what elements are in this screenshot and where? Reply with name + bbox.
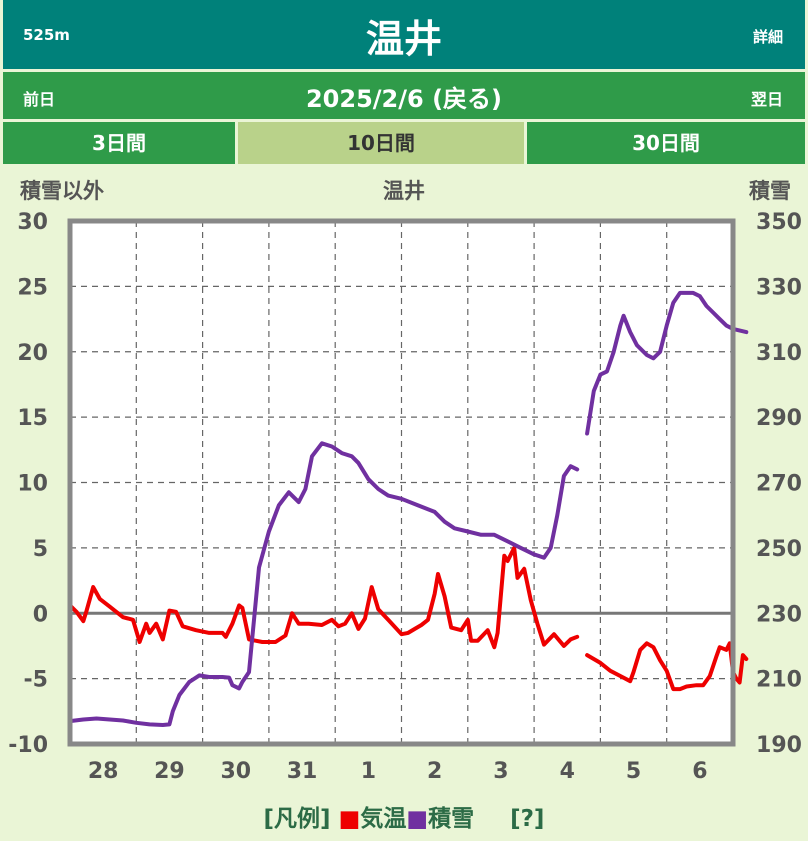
header-bar: 525m 温井 詳細: [3, 0, 805, 69]
detail-link[interactable]: 詳細: [752, 28, 783, 46]
temp-legend-label: 気温: [360, 806, 407, 832]
snow-legend-marker: ■: [406, 806, 429, 832]
date-nav-bar: 前日 2025/2/6 (戻る) 翌日: [3, 72, 805, 119]
x-tick-label: 2: [427, 759, 442, 784]
chart-grid: [70, 220, 733, 745]
x-tick-label: 3: [493, 759, 508, 784]
next-day-link[interactable]: 翌日: [750, 90, 783, 109]
plot-frame: [67, 218, 736, 747]
snow-depth-line-segment-2: [585, 290, 749, 436]
y-right-axis-label: 積雪: [749, 179, 791, 203]
tab-30-days[interactable]: 30日間: [527, 122, 805, 164]
y-left-tick-label: 5: [33, 537, 48, 562]
legend-prefix: [凡例]: [263, 806, 331, 832]
tab-10-days[interactable]: 10日間: [238, 122, 524, 164]
y-right-tick-label: 290: [756, 406, 802, 431]
chart-title: 温井: [383, 179, 425, 203]
y-right-tick-label: 250: [756, 537, 802, 562]
legend-help-link[interactable]: [?]: [510, 806, 545, 832]
y-right-tick-label: 350: [756, 210, 802, 235]
elevation-label: 525m: [23, 26, 70, 44]
legend: [凡例] ■気温■積雪 [?]: [0, 797, 808, 841]
x-tick-label: 31: [287, 759, 318, 784]
station-title: 温井: [365, 17, 442, 61]
weather-chart: 積雪以外 温井 積雪 302520151050-5-10350330310290…: [8, 179, 802, 784]
y-left-tick-label: -10: [8, 733, 48, 758]
y-right-tick-label: 310: [756, 341, 802, 366]
x-tick-label: 28: [88, 759, 119, 784]
x-tick-label: 1: [361, 759, 376, 784]
temperature-line-segment-1: [68, 545, 580, 650]
y-right-tick-label: 190: [756, 733, 802, 758]
current-date-link[interactable]: 2025/2/6 (戻る): [305, 85, 503, 113]
y-left-tick-label: 30: [17, 210, 48, 235]
tab-3-days[interactable]: 3日間: [3, 122, 235, 164]
x-tick-label: 30: [220, 759, 251, 784]
y-left-tick-label: 15: [17, 406, 48, 431]
y-right-tick-label: 210: [756, 668, 802, 693]
y-left-tick-label: 25: [17, 275, 48, 300]
x-tick-label: 5: [626, 759, 641, 784]
y-left-tick-label: 10: [17, 472, 48, 497]
snow-depth-line-segment-1: [68, 441, 580, 727]
y-left-tick-label: -5: [24, 668, 48, 693]
y-right-tick-label: 230: [756, 602, 802, 627]
y-left-tick-label: 20: [17, 341, 48, 366]
prev-day-link[interactable]: 前日: [23, 90, 56, 109]
y-right-tick-label: 330: [756, 275, 802, 300]
chart-ticks: 302520151050-5-1035033031029027025023021…: [8, 210, 802, 784]
y-left-axis-label: 積雪以外: [20, 179, 104, 203]
x-tick-label: 4: [560, 759, 575, 784]
period-tabs: 3日間 10日間 30日間: [3, 122, 805, 164]
x-tick-label: 29: [154, 759, 185, 784]
x-tick-label: 6: [692, 759, 707, 784]
snow-legend-label: 積雪: [428, 806, 475, 832]
y-right-tick-label: 270: [756, 472, 802, 497]
temp-legend-marker: ■: [338, 806, 361, 832]
y-left-tick-label: 0: [33, 602, 48, 627]
